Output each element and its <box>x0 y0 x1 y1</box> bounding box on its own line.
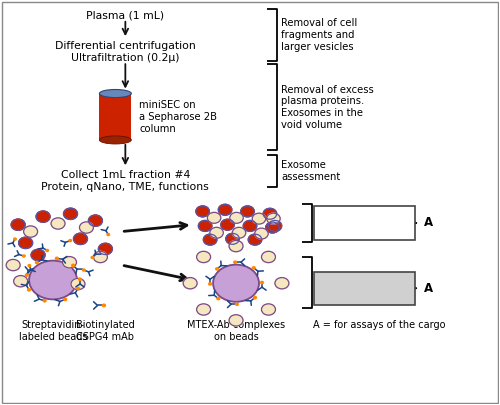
Circle shape <box>217 297 220 300</box>
Circle shape <box>221 219 234 230</box>
Text: Biotinylated
CSPG4 mAb: Biotinylated CSPG4 mAb <box>76 320 135 342</box>
Text: Exosome
assessment: Exosome assessment <box>281 160 340 182</box>
Circle shape <box>262 304 276 315</box>
Text: Plasma (1 mL): Plasma (1 mL) <box>86 11 164 21</box>
Circle shape <box>28 264 30 267</box>
Circle shape <box>241 206 254 217</box>
Circle shape <box>6 260 20 271</box>
Text: miniSEC on
a Sepharose 2B
column: miniSEC on a Sepharose 2B column <box>140 100 218 134</box>
Circle shape <box>196 304 210 315</box>
Circle shape <box>254 228 268 239</box>
Circle shape <box>29 261 77 299</box>
Circle shape <box>262 252 276 262</box>
Circle shape <box>226 233 239 244</box>
Circle shape <box>56 257 58 260</box>
Circle shape <box>216 268 218 270</box>
Circle shape <box>78 278 82 280</box>
Circle shape <box>69 239 71 242</box>
Circle shape <box>94 252 108 262</box>
Circle shape <box>208 212 221 223</box>
Text: Captured
MTEX: Captured MTEX <box>340 277 388 299</box>
Bar <box>100 94 132 140</box>
Circle shape <box>252 213 266 224</box>
Circle shape <box>254 296 256 299</box>
Circle shape <box>196 206 209 217</box>
Circle shape <box>74 233 88 245</box>
Circle shape <box>82 269 85 271</box>
Circle shape <box>208 283 212 285</box>
Circle shape <box>28 289 30 291</box>
Ellipse shape <box>100 136 132 144</box>
Circle shape <box>218 204 232 215</box>
Circle shape <box>22 255 25 257</box>
Circle shape <box>183 277 197 289</box>
Circle shape <box>91 256 94 258</box>
Circle shape <box>248 234 262 245</box>
Text: MTEX-Ab complexes
on beads: MTEX-Ab complexes on beads <box>187 320 285 342</box>
Circle shape <box>204 234 217 245</box>
Circle shape <box>266 213 280 224</box>
Circle shape <box>24 226 38 237</box>
Circle shape <box>11 219 25 230</box>
Text: Streptavidin-
labeled beads: Streptavidin- labeled beads <box>19 320 87 342</box>
Circle shape <box>198 220 212 231</box>
Circle shape <box>232 227 246 238</box>
Circle shape <box>260 281 264 283</box>
Circle shape <box>236 303 238 305</box>
Circle shape <box>263 208 276 219</box>
Circle shape <box>275 277 289 289</box>
Circle shape <box>71 278 85 290</box>
Text: Differential centrifugation
Ultrafiltration (0.2µ): Differential centrifugation Ultrafiltrat… <box>55 41 196 63</box>
Circle shape <box>26 274 28 276</box>
Text: A: A <box>424 216 432 229</box>
Circle shape <box>36 211 50 222</box>
Circle shape <box>210 227 224 238</box>
Circle shape <box>14 238 16 240</box>
Circle shape <box>229 315 243 326</box>
Circle shape <box>252 267 255 269</box>
Text: Non-captured
exosomes: Non-captured exosomes <box>328 212 400 234</box>
Circle shape <box>88 215 102 226</box>
Circle shape <box>102 304 106 307</box>
Circle shape <box>64 298 66 301</box>
Circle shape <box>46 249 48 252</box>
Circle shape <box>244 220 256 231</box>
Circle shape <box>18 237 32 249</box>
Circle shape <box>268 220 281 231</box>
Text: A = for assays of the cargo: A = for assays of the cargo <box>314 320 446 330</box>
Circle shape <box>62 257 76 268</box>
Circle shape <box>64 208 78 220</box>
FancyBboxPatch shape <box>314 271 415 305</box>
Circle shape <box>229 241 243 252</box>
Ellipse shape <box>100 90 132 98</box>
Circle shape <box>43 300 46 302</box>
Text: A: A <box>424 282 432 295</box>
Circle shape <box>196 252 210 262</box>
Circle shape <box>266 222 279 233</box>
Circle shape <box>230 212 243 223</box>
Circle shape <box>80 222 94 233</box>
Circle shape <box>51 218 65 229</box>
Text: Removal of excess
plasma proteins.
Exosomes in the
void volume: Removal of excess plasma proteins. Exoso… <box>281 85 374 130</box>
Circle shape <box>213 264 259 302</box>
Circle shape <box>36 261 38 264</box>
Circle shape <box>14 275 28 287</box>
Circle shape <box>98 243 112 255</box>
Text: Collect 1mL fraction #4
Protein, qNano, TME, functions: Collect 1mL fraction #4 Protein, qNano, … <box>42 170 209 192</box>
Circle shape <box>234 261 236 263</box>
Circle shape <box>72 264 74 266</box>
Circle shape <box>76 288 79 290</box>
Text: Removal of cell
fragments and
larger vesicles: Removal of cell fragments and larger ves… <box>281 18 357 51</box>
Circle shape <box>107 234 110 236</box>
Circle shape <box>31 249 45 261</box>
FancyBboxPatch shape <box>314 206 415 240</box>
